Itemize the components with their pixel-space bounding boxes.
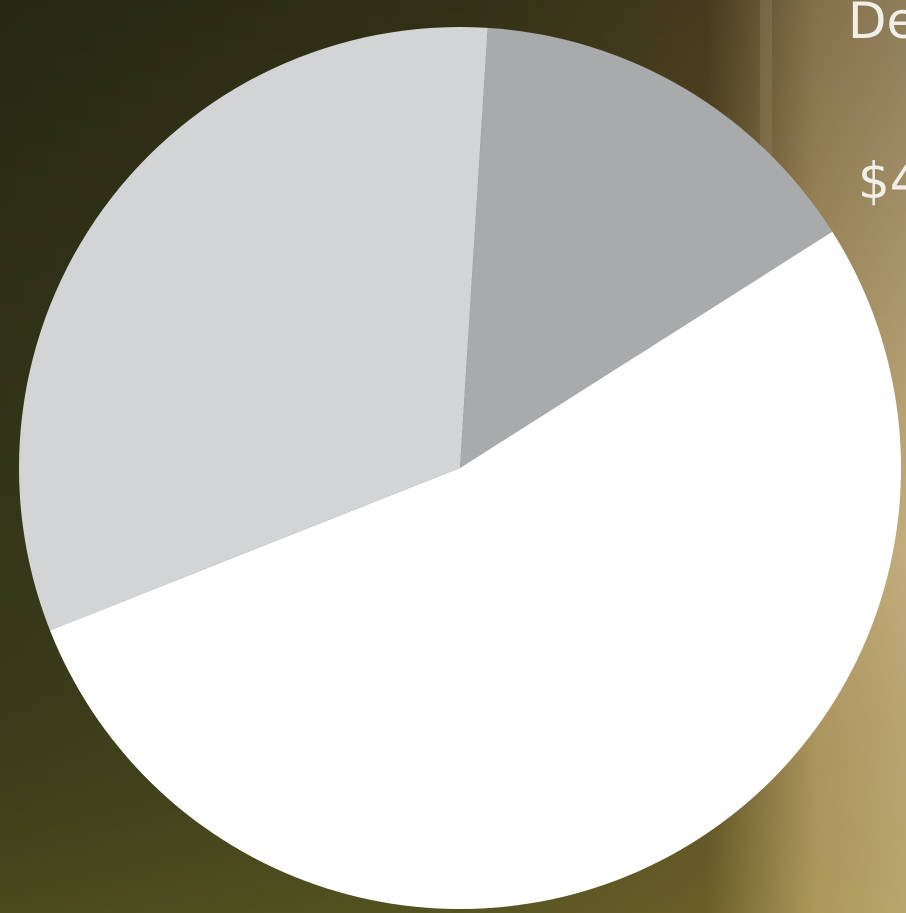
pie-chart	[18, 27, 902, 910]
pie-slice	[460, 27, 833, 469]
heading-text: De	[848, 0, 906, 50]
pie-slice	[49, 231, 902, 910]
amount-text: $4	[858, 152, 906, 210]
pie-slice	[18, 27, 488, 631]
